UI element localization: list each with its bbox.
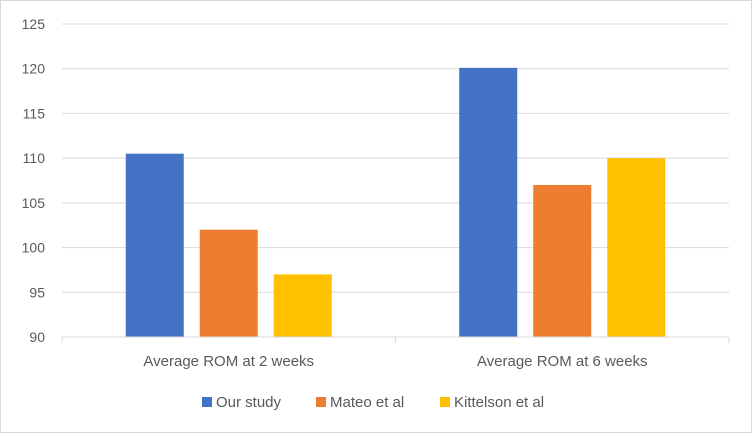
bar-mateo-et-al xyxy=(533,184,592,337)
legend-swatch xyxy=(440,397,450,407)
y-tick-label: 125 xyxy=(22,16,46,32)
bar-mateo-et-al xyxy=(199,229,258,337)
legend-label: Our study xyxy=(216,394,282,411)
legend-swatch xyxy=(202,397,212,407)
bar-our-study xyxy=(459,67,518,337)
y-tick-label: 105 xyxy=(22,195,46,211)
y-tick-label: 100 xyxy=(22,240,46,256)
y-tick-label: 115 xyxy=(23,105,46,121)
y-tick-label: 90 xyxy=(29,329,45,345)
axes: 90 95 100 105 110 115 120 125 Average ROM at 2 w… xyxy=(22,16,730,370)
bar-our-study xyxy=(125,153,184,337)
x-category-label: Average ROM at 2 weeks xyxy=(143,353,314,370)
y-tick-label: 95 xyxy=(29,284,45,300)
legend: Our study Mateo et al Kittelson et al xyxy=(202,394,544,411)
y-tick-label: 120 xyxy=(22,61,46,77)
bar-kittelson-et-al xyxy=(607,158,666,337)
legend-label: Mateo et al xyxy=(330,394,404,411)
y-tick-label: 110 xyxy=(23,150,46,166)
bar-kittelson-et-al xyxy=(273,274,332,337)
legend-swatch xyxy=(316,397,326,407)
legend-label: Kittelson et al xyxy=(454,394,544,411)
bars xyxy=(125,67,666,337)
x-category-label: Average ROM at 6 weeks xyxy=(477,353,648,370)
